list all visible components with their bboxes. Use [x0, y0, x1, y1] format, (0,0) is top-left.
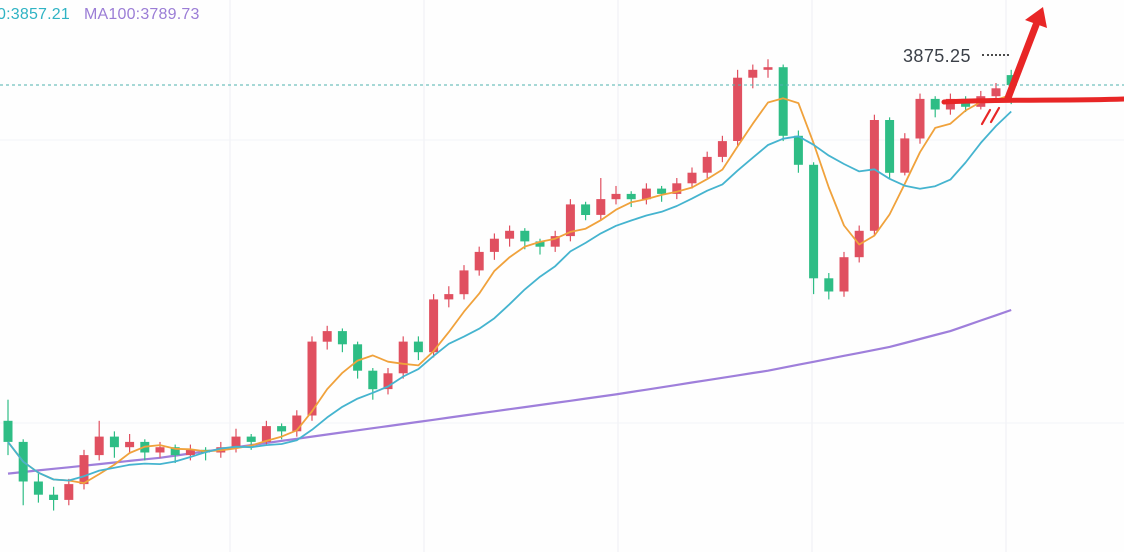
candle-body: [292, 415, 302, 432]
candle-body: [611, 193, 621, 200]
candle-body: [33, 481, 43, 495]
candle-body: [809, 164, 819, 279]
candle-body: [535, 241, 545, 247]
trend-line-annotation: [941, 96, 1124, 105]
candle-body: [185, 449, 195, 456]
candle-body: [64, 484, 74, 500]
candle-body: [687, 172, 697, 184]
ma-mid-legend-value: 0:3857.21: [0, 6, 70, 23]
candle-body: [505, 230, 515, 239]
ma100-legend-value: MA100:3789.73: [83, 6, 200, 23]
candle-body: [733, 77, 743, 141]
candle-body: [763, 67, 773, 70]
candle-body: [839, 257, 849, 292]
candle-body: [413, 341, 423, 353]
candle-body: [748, 69, 758, 78]
candle-body: [125, 441, 135, 448]
candle-body: [383, 373, 393, 390]
candle-body: [489, 238, 499, 252]
hand-drawn-annotations: [941, 7, 1124, 126]
candle-body: [900, 138, 910, 173]
candle-body: [717, 141, 727, 157]
candle-body: [672, 183, 682, 194]
candle-series: [3, 59, 1016, 511]
candle-body: [3, 420, 13, 442]
price-label-leader-dots: [982, 54, 1009, 56]
candle-body: [444, 294, 454, 300]
candle-body: [657, 188, 667, 194]
candle-body: [550, 236, 560, 247]
candle-body: [307, 341, 317, 416]
candle-body: [94, 436, 104, 456]
squiggle-mark-annotation: [989, 106, 1001, 124]
candle-body: [565, 204, 575, 237]
candle-body: [79, 455, 89, 485]
candle-body: [641, 188, 651, 200]
squiggle-mark-annotation: [980, 108, 992, 126]
candle-body: [778, 67, 788, 136]
candle-body: [626, 193, 636, 200]
candle-body: [702, 156, 712, 173]
candle-body: [429, 299, 439, 353]
candle-body: [596, 199, 606, 215]
candle-body: [930, 98, 940, 110]
candle-body: [869, 120, 879, 231]
candle-body: [322, 331, 332, 342]
price-annotation-label: 3875.25: [903, 46, 971, 66]
up-arrow-head: [1025, 7, 1047, 28]
candle-body: [353, 344, 363, 371]
candle-body: [915, 98, 925, 139]
candle-body: [398, 341, 408, 374]
candle-body: [793, 135, 803, 165]
candle-body: [337, 331, 347, 345]
candle-body: [824, 278, 834, 292]
candle-body: [261, 426, 271, 442]
candle-body: [368, 370, 378, 390]
up-arrow-shaft: [1004, 21, 1040, 102]
candle-body: [520, 230, 530, 242]
candle-body: [991, 88, 1001, 97]
candle-body: [277, 426, 287, 432]
candle-body: [109, 436, 119, 448]
ma-mid-line: [7, 110, 1012, 482]
candle-body: [231, 436, 241, 448]
candle-body: [885, 120, 895, 173]
candle-body: [459, 270, 469, 295]
ma-mid-polyline: [7, 110, 1012, 482]
ma-legend: 0:3857.21 MA100:3789.73: [0, 6, 200, 24]
ma-fast-line: [7, 94, 1012, 485]
candle-body: [246, 436, 256, 442]
candle-body: [155, 447, 165, 453]
ma-fast-polyline: [7, 94, 1012, 485]
candle-body: [170, 447, 180, 456]
candle-body: [581, 204, 591, 215]
candle-body: [49, 494, 59, 500]
candle-body: [474, 251, 484, 271]
